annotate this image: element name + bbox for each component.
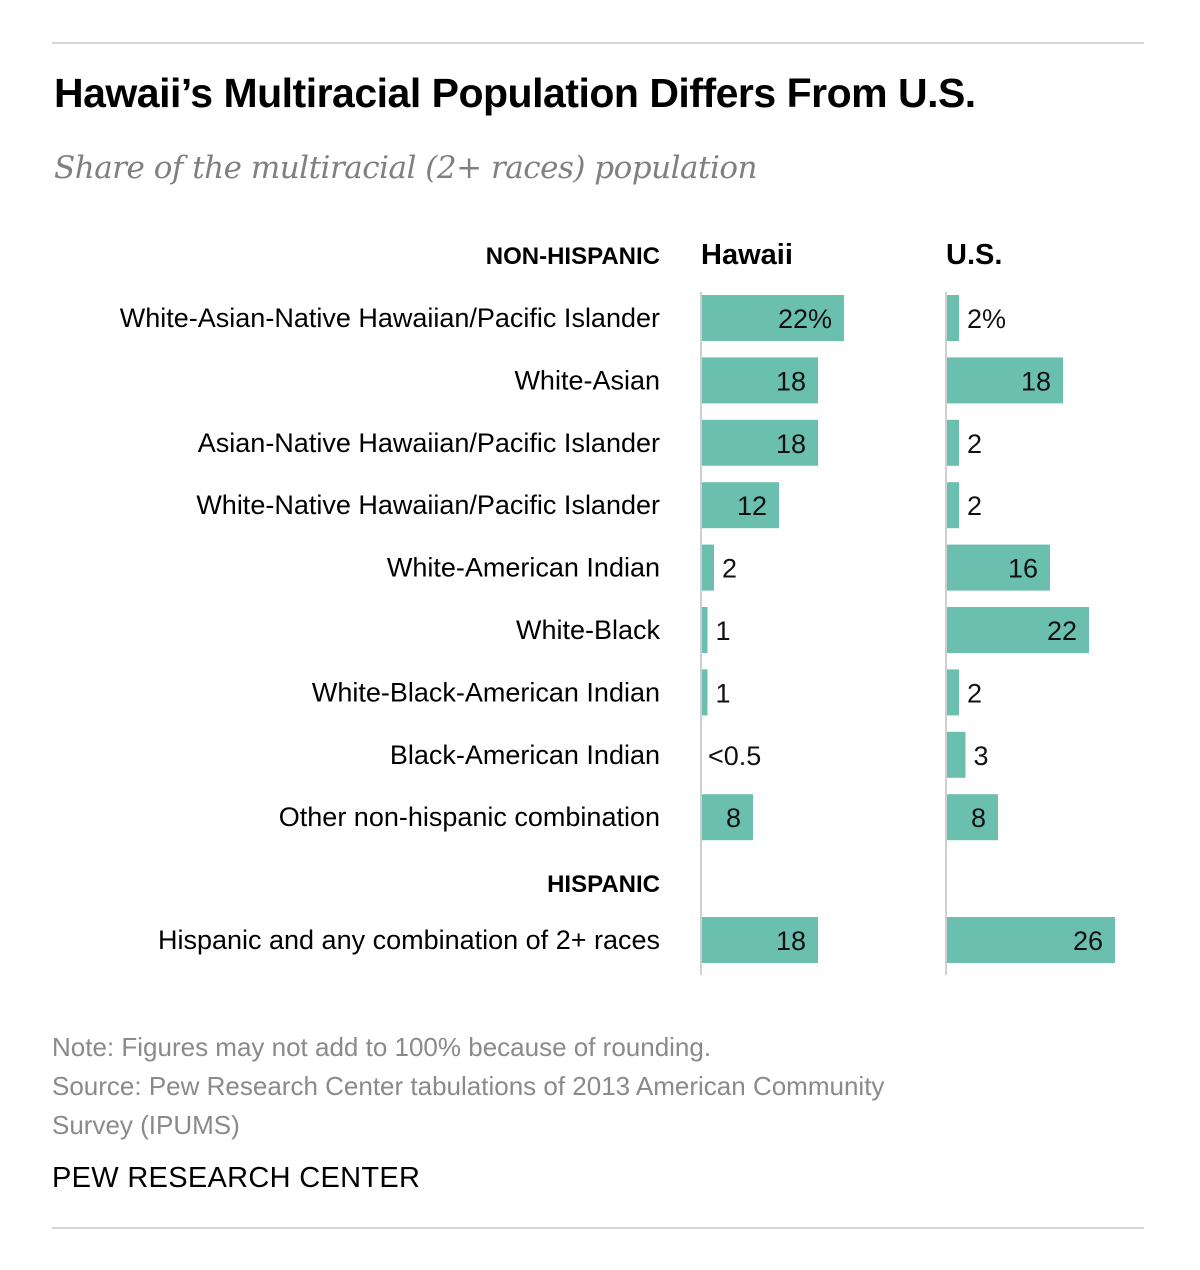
bar-us <box>946 419 959 466</box>
chart-title: Hawaii’s Multiracial Population Differs … <box>54 70 976 116</box>
data-label-hawaii: <0.5 <box>708 741 761 771</box>
bottom-divider <box>52 1227 1144 1229</box>
category-label: White-Asian-Native Hawaiian/Pacific Isla… <box>120 303 660 333</box>
bar-hawaii <box>701 607 708 653</box>
column-header-hawaii: Hawaii <box>701 239 793 271</box>
data-label-us: 2 <box>967 429 982 459</box>
category-label: Black-American Indian <box>390 740 660 770</box>
data-label-hawaii: 1 <box>716 616 731 646</box>
category-label: White-Black <box>516 615 661 645</box>
section-label-non-hispanic: NON-HISPANIC <box>486 243 660 270</box>
category-label: Other non-hispanic combination <box>279 802 660 832</box>
bar-hawaii <box>701 794 753 841</box>
data-label-us: 22 <box>1047 616 1077 646</box>
brand-logo-text: PEW RESEARCH CENTER <box>52 1162 421 1194</box>
data-label-hawaii: 18 <box>776 366 806 396</box>
bar-us <box>946 917 1115 963</box>
bar-us <box>946 295 959 341</box>
bar-us <box>946 669 959 716</box>
top-divider <box>52 42 1144 44</box>
category-label: White-Black-American Indian <box>312 677 660 707</box>
bar-hawaii <box>701 482 779 529</box>
data-label-hawaii: 18 <box>776 429 806 459</box>
data-label-hawaii: 1 <box>716 678 731 708</box>
bar-us <box>946 357 1063 404</box>
category-label: White-Asian <box>514 365 660 395</box>
bar-us <box>946 731 966 778</box>
data-label-hawaii: 8 <box>726 803 741 833</box>
bar-hawaii <box>701 295 844 341</box>
category-label: White-Native Hawaiian/Pacific Islander <box>196 490 660 520</box>
data-label-hawaii: 12 <box>737 491 767 521</box>
data-label-us: 3 <box>974 741 989 771</box>
source-text-line1: Source: Pew Research Center tabulations … <box>52 1071 885 1101</box>
bar-us <box>946 794 998 841</box>
column-header-us: U.S. <box>946 239 1002 271</box>
source-text-line2: Survey (IPUMS) <box>52 1110 240 1140</box>
data-label-us: 18 <box>1021 366 1051 396</box>
bar-us <box>946 544 1050 591</box>
category-label: White-American Indian <box>387 553 660 583</box>
note-text: Note: Figures may not add to 100% becaus… <box>52 1032 712 1062</box>
bar-hawaii <box>701 357 818 404</box>
bar-chart: NON-HISPANIC HISPANIC Hawaii U.S. White-Asia… <box>120 239 1115 975</box>
category-label: Asian-Native Hawaiian/Pacific Islander <box>198 428 660 458</box>
chart-subtitle: Share of the multiracial (2+ races) popu… <box>54 150 758 186</box>
data-label-hawaii: 18 <box>776 926 806 956</box>
bar-us <box>946 482 959 529</box>
data-label-us: 26 <box>1073 926 1103 956</box>
section-label-hispanic: HISPANIC <box>547 871 660 898</box>
chart-notes: Note: Figures may not add to 100% becaus… <box>52 1028 1052 1145</box>
bar-hawaii <box>701 669 708 716</box>
data-label-hawaii: 2 <box>722 554 737 584</box>
data-label-hawaii: 22% <box>778 304 832 334</box>
bar-hawaii <box>701 917 818 963</box>
category-label: Hispanic and any combination of 2+ races <box>158 925 660 955</box>
bar-hawaii <box>701 544 714 591</box>
data-label-us: 8 <box>971 803 986 833</box>
data-label-us: 16 <box>1008 554 1038 584</box>
data-label-us: 2 <box>967 491 982 521</box>
bar-hawaii <box>701 419 818 466</box>
data-label-us: 2% <box>967 304 1006 334</box>
data-label-us: 2 <box>967 678 982 708</box>
bar-us <box>946 607 1089 653</box>
